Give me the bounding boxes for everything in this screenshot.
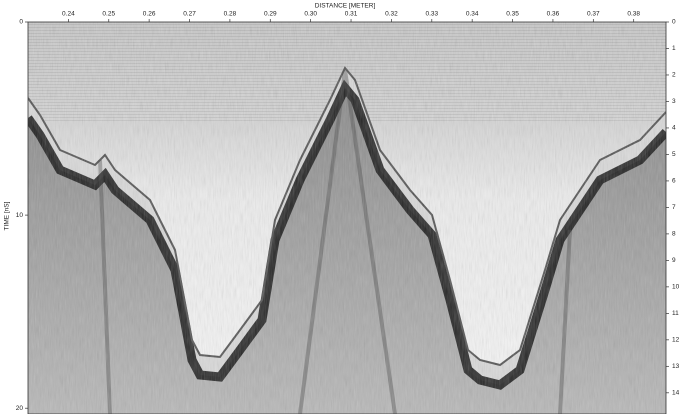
radargram-image: [28, 22, 666, 414]
chart: DISTANCE [METER] TIME [nS] 0.24 0.25 0.26 0…: [0, 0, 683, 414]
y-tick-label: 20: [16, 405, 24, 412]
x-tick-label: 0.36: [547, 11, 560, 18]
x-tick-label: 0.24: [62, 11, 75, 18]
x-tick-label: 0.29: [264, 11, 277, 18]
x-tick-label: 0.30: [304, 11, 317, 18]
x-tick-label: 0.27: [183, 11, 196, 18]
y2-tick-label: 7: [672, 204, 676, 211]
y2-tick-label: 4: [672, 125, 676, 132]
y2-tick-label: 11: [672, 310, 679, 317]
y2-tick-label: 10: [672, 284, 680, 291]
y2-tick-label: 6: [672, 178, 676, 185]
y2-tick-label: 5: [672, 151, 676, 158]
x-axis-title: DISTANCE [METER]: [315, 3, 376, 10]
y2-tick-label: 2: [672, 72, 676, 79]
y2-tick-label: 13: [672, 363, 680, 370]
y2-tick-label: 12: [672, 337, 680, 344]
y2-tick-label: 9: [672, 257, 676, 264]
x-tick-label: 0.31: [345, 11, 358, 18]
x-tick-label: 0.38: [627, 11, 640, 18]
y2-tick-label: 0: [672, 19, 676, 26]
y2-tick-label: 1: [672, 45, 676, 52]
y-tick-label: 10: [16, 212, 24, 219]
y2-tick-label: 14: [672, 390, 680, 397]
x-tick-label: 0.34: [466, 11, 479, 18]
y2-tick-label: 3: [672, 98, 676, 105]
x-tick-label: 0.32: [385, 11, 398, 18]
x-tick-label: 0.25: [102, 11, 115, 18]
x-tick-label: 0.33: [425, 11, 438, 18]
x-tick-label: 0.26: [143, 11, 156, 18]
y-tick-label: 0: [19, 19, 23, 26]
y-axis-title: TIME [nS]: [4, 201, 11, 230]
x-tick-label: 0.28: [224, 11, 237, 18]
x-tick-label: 0.35: [506, 11, 519, 18]
y2-tick-label: 8: [672, 231, 676, 238]
x-tick-label: 0.37: [587, 11, 600, 18]
